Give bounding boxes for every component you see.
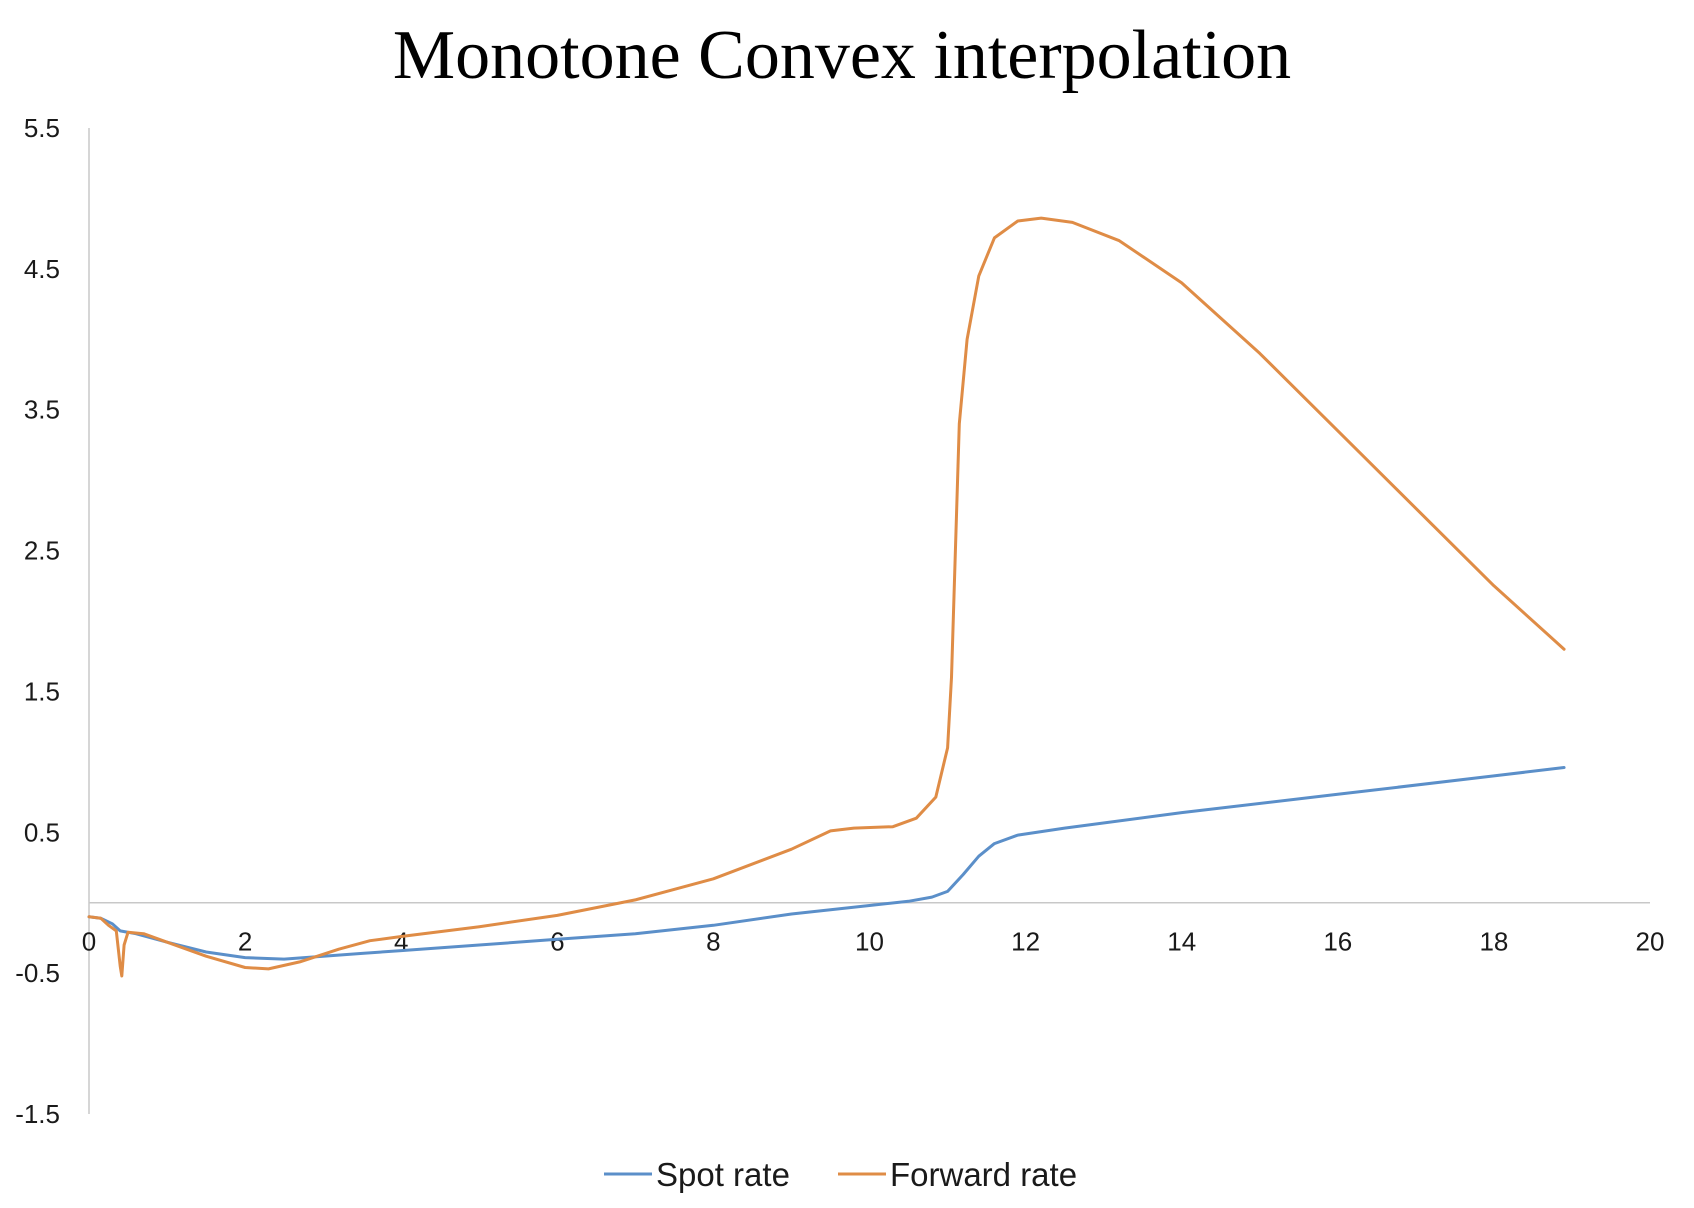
legend: Spot rate Forward rate bbox=[604, 1156, 1077, 1193]
x-tick-label: 20 bbox=[1636, 927, 1665, 957]
y-tick-label: 2.5 bbox=[24, 536, 60, 566]
x-tick-label: 2 bbox=[238, 927, 252, 957]
y-tick-label: 4.5 bbox=[24, 254, 60, 284]
series-layer bbox=[87, 216, 1566, 978]
axes: -1.5-0.50.51.52.53.54.55.50 2 4 6 8 10 12 14 16 1… bbox=[15, 113, 1664, 1129]
y-tick-label: -1.5 bbox=[15, 1099, 60, 1129]
legend-label: Spot rate bbox=[656, 1156, 790, 1193]
x-tick-label: 18 bbox=[1479, 927, 1508, 957]
y-tick-label: 5.5 bbox=[24, 113, 60, 143]
x-tick-label: 0 bbox=[82, 927, 96, 957]
series-line-forward-rate bbox=[87, 216, 1566, 978]
y-tick-label: -0.5 bbox=[15, 958, 60, 988]
y-tick-label: 3.5 bbox=[24, 395, 60, 425]
x-tick-label: 16 bbox=[1323, 927, 1352, 957]
y-tick-label: 0.5 bbox=[24, 817, 60, 847]
x-tick-label: 6 bbox=[550, 927, 564, 957]
x-tick-label: 12 bbox=[1011, 927, 1040, 957]
x-tick-label: 14 bbox=[1167, 927, 1196, 957]
x-tick-label: 8 bbox=[706, 927, 720, 957]
y-tick-label: 1.5 bbox=[24, 676, 60, 706]
chart-title: Monotone Convex interpolation bbox=[393, 17, 1291, 94]
legend-label: Forward rate bbox=[890, 1156, 1077, 1193]
x-tick-label: 10 bbox=[855, 927, 884, 957]
